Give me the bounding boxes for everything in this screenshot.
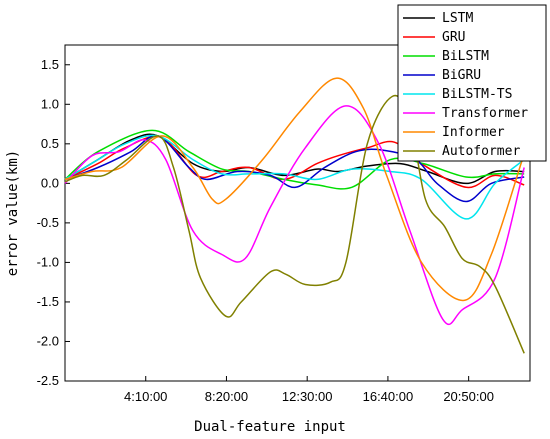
series-line-bilstm	[64, 129, 525, 190]
legend-label: BiGRU	[442, 68, 481, 83]
legend-label: BiLSTM	[442, 49, 489, 64]
x-axis-title: Dual-feature input	[194, 419, 346, 435]
series-lines	[64, 77, 525, 354]
y-tick-label: -0.5	[37, 215, 59, 230]
y-tick-label: -2.0	[37, 333, 59, 348]
legend-label: Transformer	[442, 106, 528, 121]
y-tick-label: 0.5	[41, 136, 59, 151]
y-tick-label: 1.5	[41, 57, 59, 72]
plot-frame	[64, 44, 531, 382]
legend-label: Autoformer	[442, 144, 520, 159]
legend-label: LSTM	[442, 11, 473, 26]
x-tick-label: 16:40:00	[363, 389, 414, 404]
y-tick-label: 0.0	[41, 175, 59, 190]
y-tick-label: -1.0	[37, 254, 59, 269]
x-axis: 4:10:00 8:20:00 12:30:00 16:40:00 20:50:00	[124, 376, 494, 404]
x-tick-label: 20:50:00	[443, 389, 494, 404]
x-tick-label: 12:30:00	[282, 389, 333, 404]
x-tick-label: 8:20:00	[205, 389, 248, 404]
legend-label: Informer	[442, 125, 505, 140]
series-line-informer	[64, 77, 524, 302]
y-tick-label: -1.5	[37, 294, 59, 309]
series-line-autoformer	[64, 94, 525, 354]
legend-box	[397, 4, 547, 162]
y-tick-label: 1.0	[41, 96, 59, 111]
y-axis: -2.5 -2.0 -1.5 -1.0 -0.5 0.0 0.5 1.0 1.5	[37, 57, 70, 388]
legend-label: BiLSTM-TS	[442, 87, 512, 102]
series-line-bigru	[64, 134, 525, 203]
series-line-transformer	[64, 105, 525, 326]
legend: LSTM GRU BiLSTM BiGRU BiLSTM-TS Transformer In…	[397, 4, 547, 162]
x-tick-label: 4:10:00	[124, 389, 167, 404]
y-tick-label: -2.5	[37, 373, 59, 388]
y-axis-title: error value(km)	[5, 150, 21, 276]
legend-label: GRU	[442, 30, 465, 45]
series-line-bilstm-ts	[64, 134, 525, 220]
